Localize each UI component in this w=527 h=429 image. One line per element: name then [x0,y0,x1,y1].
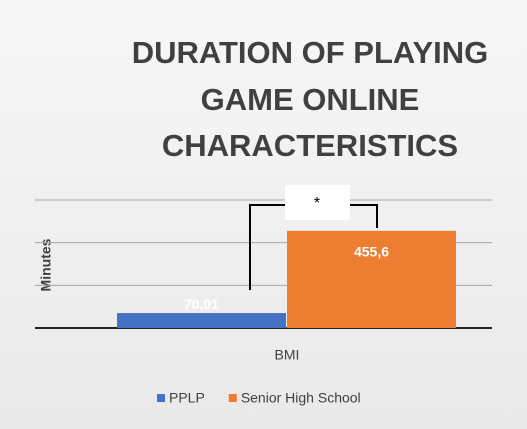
legend-swatch [157,394,165,402]
chart-title: GAME ONLINE [201,82,420,117]
legend-label: PPLP [169,390,205,406]
bar [287,230,456,328]
legend-label: Senior High School [241,390,361,406]
bar [117,313,286,328]
y-axis-label: Minutes [38,238,54,291]
data-label: 70,01 [184,296,219,312]
annotation-box [285,185,350,220]
plot: 70,01 455,6 PPLP Senior High School [35,199,492,406]
annotation: * [314,195,320,212]
data-label: 455,6 [354,244,389,260]
x-axis-label: BMI [275,347,300,363]
chart-title: DURATION OF PLAYING [132,35,489,70]
chart-title: CHARACTERISTICS [162,128,458,163]
legend-swatch [228,394,237,402]
